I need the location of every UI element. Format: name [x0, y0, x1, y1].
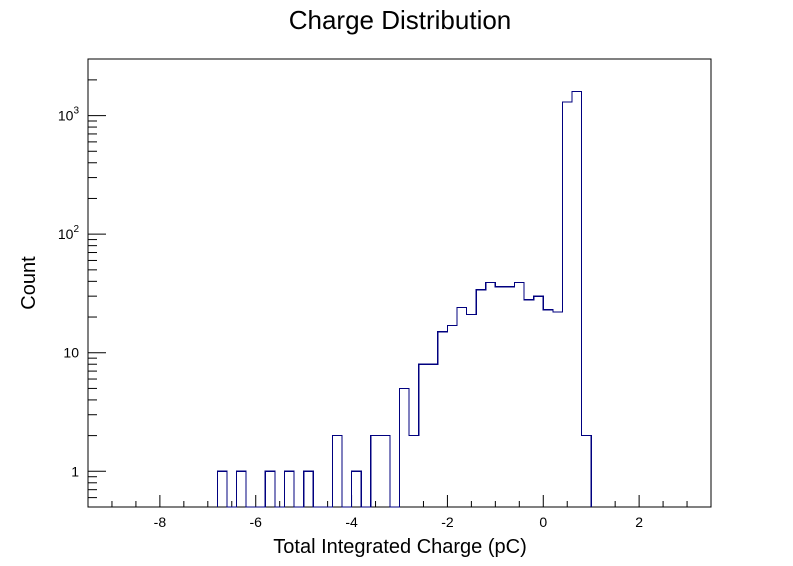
- histogram-bin: [515, 283, 525, 507]
- y-axis-label: Count: [18, 256, 40, 310]
- histogram-bin: [304, 471, 314, 507]
- histogram-bin: [265, 471, 275, 507]
- histogram-bin: [428, 364, 438, 507]
- histogram-bin: [332, 436, 342, 507]
- histogram-bin: [371, 436, 381, 507]
- y-tick-label: 10: [63, 345, 79, 361]
- y-tick-label: 1: [71, 463, 79, 479]
- histogram-bin: [534, 296, 544, 507]
- histogram-bin: [543, 310, 553, 507]
- x-tick-label: -6: [250, 514, 263, 530]
- histogram-bin: [237, 471, 247, 507]
- chart-title: Charge Distribution: [289, 5, 512, 35]
- histogram-bin: [505, 287, 515, 507]
- histogram-bin: [447, 325, 457, 507]
- histogram-bin: [217, 471, 227, 507]
- histogram-bin: [380, 436, 390, 507]
- histogram-bin: [495, 287, 505, 507]
- x-tick-label: -4: [345, 514, 358, 530]
- histogram-bin: [486, 283, 496, 507]
- histogram-bin: [476, 290, 486, 507]
- y-axis: 1 10 102 103: [58, 58, 106, 508]
- histogram-bin: [284, 471, 294, 507]
- histogram-bin: [419, 364, 429, 507]
- x-tick-label: -2: [441, 514, 454, 530]
- x-tick-label: 0: [539, 514, 547, 530]
- histogram-bin: [553, 312, 563, 507]
- histogram-bin: [467, 315, 477, 507]
- histogram-bin: [582, 436, 592, 507]
- x-tick-label: -8: [154, 514, 167, 530]
- histogram-bin: [572, 91, 582, 507]
- histogram-bin: [562, 102, 572, 507]
- x-axis-label: Total Integrated Charge (pC): [273, 536, 526, 558]
- y-tick-label: 103: [58, 106, 80, 124]
- histogram-bin: [400, 388, 410, 507]
- histogram-bin: [438, 332, 448, 507]
- x-axis: -8 -6 -4 -2 0 2: [111, 495, 688, 530]
- histogram-bin: [524, 300, 534, 507]
- histogram-outline: [216, 90, 592, 508]
- y-tick-label: 102: [58, 224, 80, 242]
- histogram-bin: [457, 308, 467, 507]
- histogram-bars: [217, 91, 591, 507]
- x-tick-label: 2: [635, 514, 643, 530]
- histogram-bin: [352, 471, 362, 507]
- histogram-bin: [409, 436, 419, 507]
